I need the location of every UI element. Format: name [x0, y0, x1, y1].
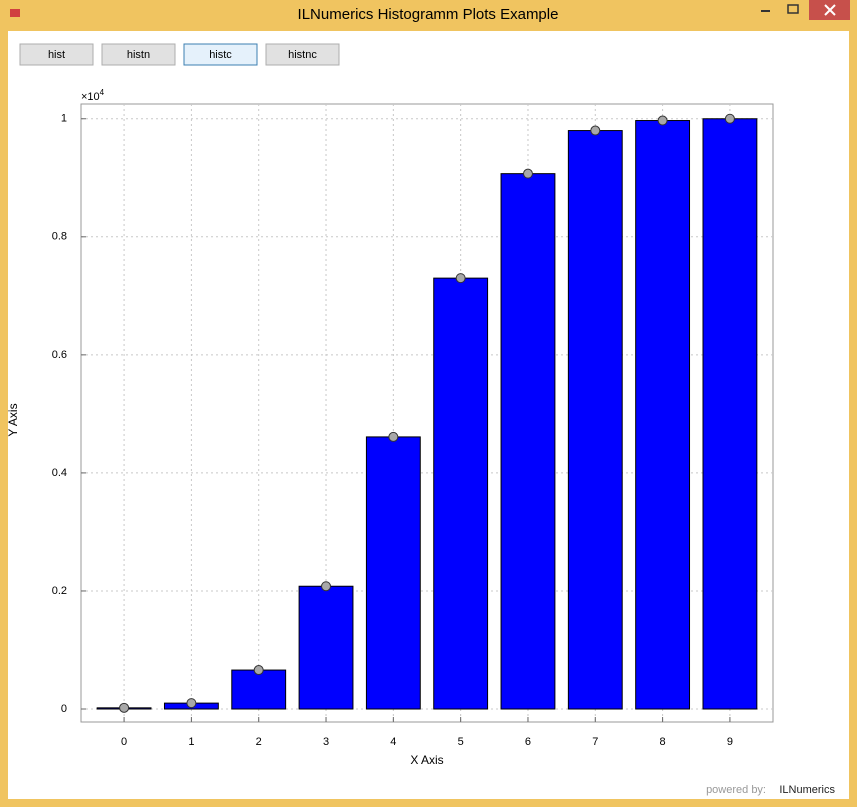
bar-marker	[321, 581, 332, 592]
x-tick-label: 0	[121, 736, 127, 748]
bar	[702, 118, 758, 710]
bar	[365, 436, 421, 710]
bar	[298, 585, 354, 710]
bar	[231, 669, 287, 710]
bar-marker	[253, 665, 264, 676]
x-tick-label: 5	[458, 736, 464, 748]
toolbar-button[interactable]: histc	[183, 43, 258, 66]
y-tick-label: 0.4	[52, 467, 67, 479]
x-tick-label: 2	[256, 736, 262, 748]
footer-brand: ILNumerics	[779, 784, 835, 796]
y-tick-label: 0.8	[52, 231, 67, 243]
y-multiplier: ×104	[81, 88, 105, 103]
bar-marker	[388, 431, 399, 442]
y-tick-label: 1	[61, 113, 67, 125]
x-tick-label: 7	[592, 736, 598, 748]
close-button[interactable]	[809, 0, 850, 20]
button-label: histn	[127, 49, 150, 61]
bar	[433, 277, 489, 710]
button-face	[19, 43, 94, 66]
bar	[500, 173, 556, 710]
bar	[567, 130, 623, 710]
button-face	[101, 43, 176, 66]
button-label: histnc	[288, 49, 317, 61]
button-face	[265, 43, 340, 66]
plot-frame	[80, 103, 774, 723]
bar-marker	[724, 113, 735, 124]
bar-marker	[186, 698, 197, 709]
minimize-button[interactable]	[761, 10, 770, 12]
y-tick-label: 0.6	[52, 349, 67, 361]
bar-marker	[455, 273, 466, 284]
y-axis-label: Y Axis	[6, 403, 20, 436]
y-tick-label: 0.2	[52, 585, 67, 597]
x-tick-label: 3	[323, 736, 329, 748]
x-tick-label: 6	[525, 736, 531, 748]
bar-marker	[590, 125, 601, 136]
button-face	[183, 43, 258, 66]
x-axis-label: X Axis	[410, 753, 443, 767]
toolbar-button[interactable]: histn	[101, 43, 176, 66]
button-label: histc	[209, 49, 232, 61]
toolbar-button[interactable]: hist	[19, 43, 94, 66]
y-tick-label: 0	[61, 703, 67, 715]
button-label: hist	[48, 49, 65, 61]
app-icon	[10, 9, 20, 17]
bar-marker	[119, 702, 130, 713]
x-tick-label: 8	[660, 736, 666, 748]
x-tick-label: 9	[727, 736, 733, 748]
footer-prefix: powered by:	[706, 784, 766, 796]
x-tick-label: 4	[390, 736, 396, 748]
bar-marker	[522, 168, 533, 179]
x-tick-label: 1	[188, 736, 194, 748]
bar	[635, 120, 691, 710]
toolbar-button[interactable]: histnc	[265, 43, 340, 66]
bar-marker	[657, 115, 668, 126]
maximize-button[interactable]	[787, 4, 799, 14]
window-title: ILNumerics Histogramm Plots Example	[298, 6, 559, 23]
